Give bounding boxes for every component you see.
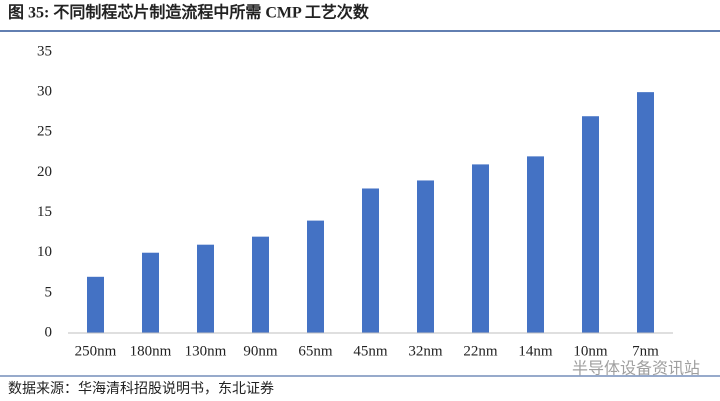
bar [252,236,269,333]
x-tick-label: 180nm [130,343,172,359]
x-tick-label: 45nm [353,343,388,359]
y-tick-label: 35 [37,43,52,59]
y-tick-label: 0 [45,324,53,340]
x-tick-label: 65nm [298,343,333,359]
x-tick-label: 90nm [243,343,278,359]
bar [307,220,324,333]
bar [582,116,599,333]
x-tick-label: 32nm [408,343,443,359]
y-tick-label: 30 [37,84,52,100]
bar [362,188,379,333]
bar [637,92,654,334]
bar [417,180,434,333]
bar [527,156,544,333]
bar [472,164,489,333]
bar [197,244,214,333]
x-tick-label: 14nm [518,343,553,359]
y-tick-label: 25 [37,124,52,140]
x-tick-label: 10nm [573,343,608,359]
x-tick-label: 130nm [185,343,227,359]
x-tick-label: 250nm [75,343,117,359]
y-tick-label: 10 [37,244,52,260]
source-note: 数据来源：华海清科招股说明书，东北证券 [8,381,274,397]
bar [87,276,104,333]
y-tick-label: 20 [37,164,52,180]
bar [142,252,159,333]
y-tick-label: 5 [45,284,53,300]
x-tick-label: 22nm [463,343,498,359]
x-tick-label: 7nm [632,343,659,359]
watermark: 半导体设备资讯站 [572,360,700,378]
chart-title: 图 35: 不同制程芯片制造流程中所需 CMP 工艺次数 [8,3,370,22]
y-tick-label: 15 [37,204,52,220]
